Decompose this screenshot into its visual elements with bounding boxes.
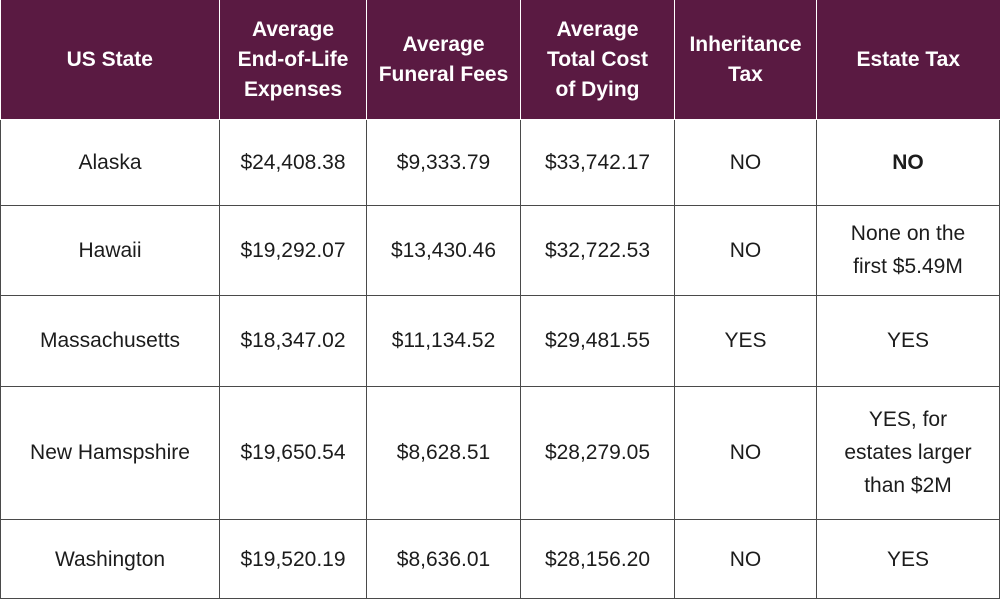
cell-inheritance-tax: NO — [674, 119, 817, 206]
cell-state: Hawaii — [0, 204, 220, 296]
table-row: Massachusetts $18,347.02 $11,134.52 $29,… — [0, 294, 1000, 387]
table-row: New Hamspshire $19,650.54 $8,628.51 $28,… — [0, 385, 1000, 521]
cell-estate-tax: None on the first $5.49M — [816, 204, 1000, 296]
table-row: Hawaii $19,292.07 $13,430.46 $32,722.53 … — [0, 204, 1000, 296]
table-row: Alaska $24,408.38 $9,333.79 $33,742.17 N… — [0, 119, 1000, 206]
cell-state: Massachusetts — [0, 294, 220, 387]
cell-end-of-life: $24,408.38 — [219, 119, 367, 206]
cell-inheritance-tax: NO — [674, 204, 817, 296]
cell-estate-tax: YES — [816, 294, 1000, 387]
cell-total: $28,279.05 — [520, 385, 675, 521]
cell-state: New Hamspshire — [0, 385, 220, 521]
cell-funeral: $9,333.79 — [366, 119, 521, 206]
cell-total: $33,742.17 — [520, 119, 675, 206]
table-row: Washington $19,520.19 $8,636.01 $28,156.… — [0, 519, 1000, 599]
header-estate-tax: Estate Tax — [816, 0, 1000, 120]
header-end-of-life-expenses: Average End-of-Life Expenses — [219, 0, 367, 120]
cell-funeral: $8,636.01 — [366, 519, 521, 599]
cell-state: Alaska — [0, 119, 220, 206]
cell-inheritance-tax: NO — [674, 385, 817, 521]
cell-inheritance-tax: YES — [674, 294, 817, 387]
cell-end-of-life: $19,520.19 — [219, 519, 367, 599]
cell-estate-tax: NO — [816, 119, 1000, 206]
cell-funeral: $13,430.46 — [366, 204, 521, 296]
header-inheritance-tax: Inheritance Tax — [674, 0, 817, 120]
header-funeral-fees: Average Funeral Fees — [366, 0, 521, 120]
header-row: US State Average End-of-Life Expenses Av… — [0, 0, 1000, 120]
cell-estate-tax: YES, for estates larger than $2M — [816, 385, 1000, 521]
cell-estate-tax: YES — [816, 519, 1000, 599]
cell-funeral: $11,134.52 — [366, 294, 521, 387]
cell-end-of-life: $18,347.02 — [219, 294, 367, 387]
cell-inheritance-tax: NO — [674, 519, 817, 599]
cell-end-of-life: $19,292.07 — [219, 204, 367, 296]
cell-total: $29,481.55 — [520, 294, 675, 387]
header-us-state: US State — [0, 0, 220, 120]
cell-state: Washington — [0, 519, 220, 599]
cell-total: $28,156.20 — [520, 519, 675, 599]
cell-funeral: $8,628.51 — [366, 385, 521, 521]
cell-end-of-life: $19,650.54 — [219, 385, 367, 521]
header-total-cost-of-dying: Average Total Cost of Dying — [520, 0, 675, 120]
cell-total: $32,722.53 — [520, 204, 675, 296]
